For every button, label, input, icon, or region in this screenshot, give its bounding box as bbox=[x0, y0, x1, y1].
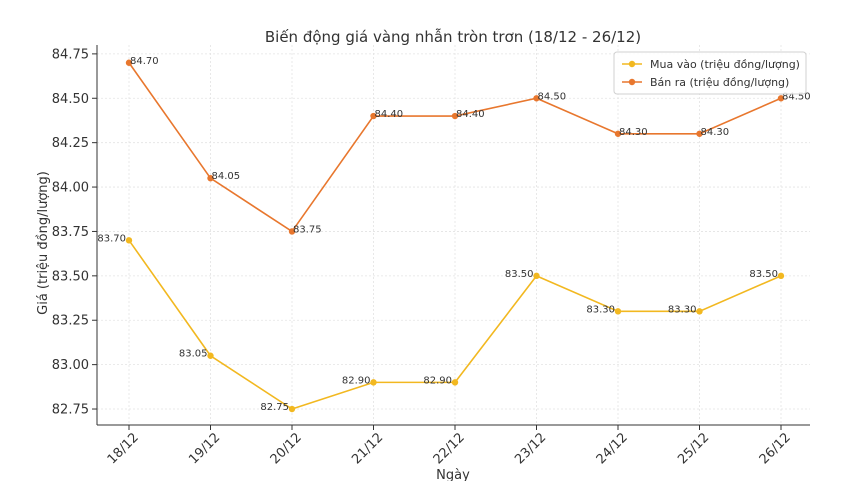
data-point-series-2 bbox=[288, 228, 296, 235]
data-label-series-2: 84.50 bbox=[782, 91, 811, 102]
legend-label-1: Mua vào (triệu đồng/lượng) bbox=[650, 58, 800, 71]
y-tick-label: 82.75 bbox=[52, 403, 89, 418]
data-label-series-1: 83.30 bbox=[668, 304, 697, 315]
data-label-series-1: 83.05 bbox=[179, 349, 208, 360]
data-label-series-1: 83.70 bbox=[97, 233, 126, 244]
x-tick-label: 22/12 bbox=[431, 430, 468, 467]
x-tick-label: 25/12 bbox=[675, 430, 712, 467]
data-point-series-2 bbox=[451, 112, 459, 120]
data-point-series-1 bbox=[288, 405, 296, 413]
y-tick-label: 84.00 bbox=[52, 181, 89, 196]
legend-label-2: Bán ra (triệu đồng/lượng) bbox=[650, 76, 789, 89]
data-point-series-1 bbox=[777, 272, 785, 280]
x-tick-label: 21/12 bbox=[349, 430, 386, 467]
data-point-series-2 bbox=[125, 59, 133, 66]
x-tick-label: 23/12 bbox=[512, 430, 549, 467]
y-tick-label: 84.25 bbox=[52, 136, 89, 151]
data-point-series-1 bbox=[451, 379, 459, 386]
data-label-series-2: 84.50 bbox=[538, 91, 567, 102]
axes: 82.75 83.00 83.25 83.50 83.75 84.00 84.25 84.50… bbox=[52, 45, 810, 467]
y-axis-label: Giá (triệu đồng/lượng) bbox=[36, 171, 51, 315]
data-label-series-2: 84.40 bbox=[456, 109, 485, 120]
legend-marker-2 bbox=[628, 78, 636, 86]
data-point-series-2 bbox=[777, 95, 785, 102]
data-point-series-2 bbox=[614, 130, 622, 137]
legend: Mua vào (triệu đồng/lượng) Bán ra (triệu … bbox=[613, 51, 807, 95]
y-tick-label: 83.75 bbox=[52, 225, 89, 240]
chart-title: Biến động giá vàng nhẫn tròn trơn (18/12… bbox=[265, 28, 641, 46]
legend-box bbox=[613, 51, 807, 95]
x-tick-label: 19/12 bbox=[186, 430, 223, 467]
y-tick-label: 83.00 bbox=[52, 358, 89, 373]
data-point-series-1 bbox=[696, 308, 703, 315]
data-labels: 83.70 83.05 82.75 82.90 82.90 83.50 83.30 83.30… bbox=[97, 56, 810, 413]
data-point-series-2 bbox=[207, 174, 214, 182]
x-tick-label: 18/12 bbox=[105, 430, 142, 467]
data-point-series-1 bbox=[370, 379, 377, 386]
y-tick-label: 83.50 bbox=[52, 269, 89, 284]
data-label-series-1: 83.30 bbox=[586, 304, 615, 315]
data-label-series-1: 82.75 bbox=[260, 402, 289, 413]
series-layer bbox=[125, 59, 785, 413]
data-label-series-1: 83.50 bbox=[505, 269, 534, 280]
y-tick-label: 84.75 bbox=[52, 47, 89, 62]
data-label-series-1: 82.90 bbox=[423, 375, 452, 386]
grid bbox=[97, 45, 810, 425]
x-tick-label: 26/12 bbox=[757, 430, 794, 467]
data-label-series-2: 84.40 bbox=[375, 109, 404, 120]
data-label-series-1: 82.90 bbox=[342, 375, 371, 386]
data-label-series-2: 84.30 bbox=[619, 127, 648, 138]
x-tick-label: 20/12 bbox=[268, 430, 305, 467]
data-point-series-1 bbox=[125, 237, 133, 244]
data-point-series-2 bbox=[696, 130, 703, 137]
data-point-series-2 bbox=[370, 112, 377, 120]
data-label-series-2: 84.30 bbox=[701, 127, 730, 138]
data-point-series-1 bbox=[207, 352, 214, 359]
y-tick-label: 83.25 bbox=[52, 314, 89, 329]
data-point-series-1 bbox=[614, 308, 622, 315]
x-axis-label: Ngày bbox=[436, 468, 470, 481]
data-point-series-2 bbox=[533, 95, 540, 102]
x-tick-label: 24/12 bbox=[594, 430, 631, 467]
y-tick-label: 84.50 bbox=[52, 92, 89, 107]
data-label-series-1: 83.50 bbox=[749, 269, 778, 280]
data-point-series-1 bbox=[533, 272, 540, 280]
data-label-series-2: 83.75 bbox=[293, 224, 322, 235]
data-label-series-2: 84.70 bbox=[130, 56, 159, 67]
legend-marker-1 bbox=[628, 60, 636, 68]
data-label-series-2: 84.05 bbox=[212, 171, 241, 182]
